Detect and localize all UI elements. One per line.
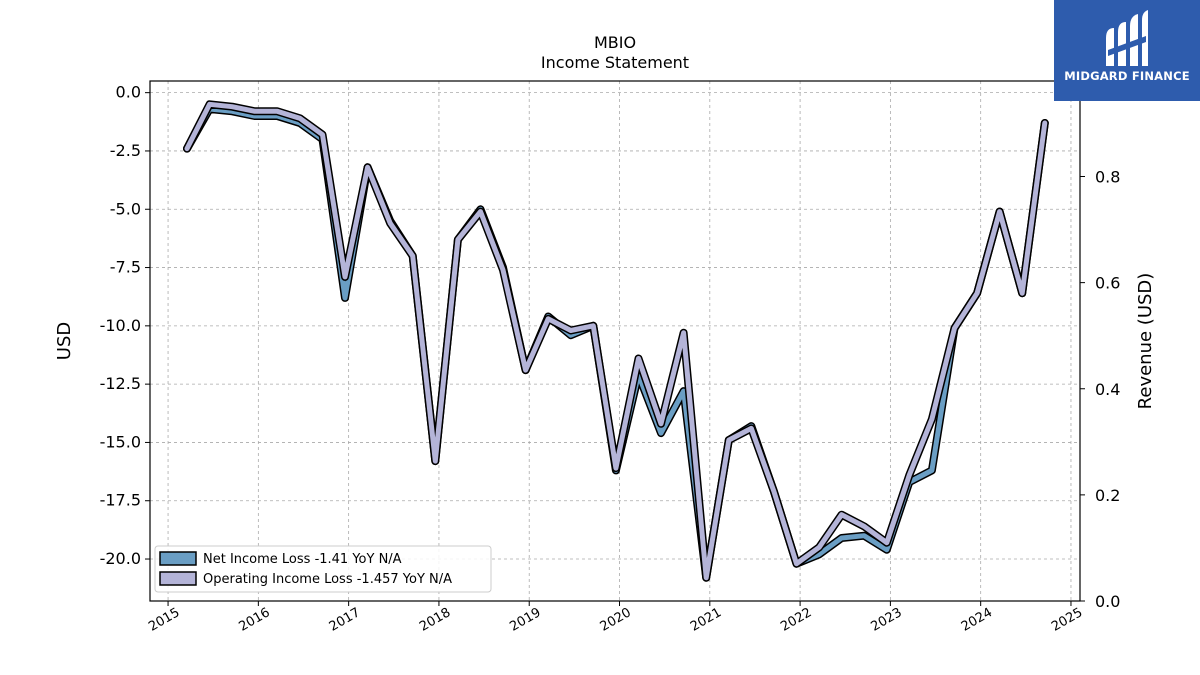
legend-box (154, 545, 492, 593)
midgard-finance-logo: MIDGARD FINANCE (1054, 0, 1200, 101)
legend-swatch-operating-income (159, 571, 197, 586)
logo-text: MIDGARD FINANCE (1064, 69, 1190, 83)
chart-subtitle: Income Statement (541, 53, 689, 72)
y-tick-label: -20.0 (100, 549, 141, 568)
x-tick-label: 2016 (237, 605, 273, 635)
y-tick-label: -15.0 (100, 432, 141, 451)
y-axis: 0.0 -2.5 -5.0 -7.5 -10.0 -12.5 -15.0 -17.5 -20.0 (100, 83, 150, 568)
y-tick-label: -17.5 (100, 491, 141, 510)
legend-swatch-net-income (159, 551, 197, 566)
series-line-operating-income-loss (184, 101, 1048, 581)
y2-tick-label: 0.6 (1095, 274, 1120, 293)
y2-axis-label: Revenue (USD) (1135, 273, 1156, 410)
series-outline-net-income-loss (183, 105, 1049, 582)
x-tick-label: 2015 (146, 605, 182, 635)
x-tick-label: 2017 (327, 605, 363, 635)
y2-axis: 0.0 0.2 0.4 0.6 0.8 (1080, 168, 1120, 611)
x-tick-label: 2023 (869, 605, 905, 635)
legend-label-operating-income: Operating Income Loss -1.457 YoY N/A (203, 572, 452, 587)
legend: Net Income Loss -1.41 YoY N/A Operating … (154, 545, 492, 593)
y-tick-label: -10.0 (100, 316, 141, 335)
y2-tick-label: 0.2 (1095, 486, 1120, 505)
x-tick-label: 2019 (507, 605, 543, 635)
y2-tick-label: 0.0 (1095, 592, 1120, 611)
series-outline-operating-income-loss (183, 100, 1049, 582)
x-tick-label: 2020 (598, 605, 634, 635)
x-tick-label: 2022 (778, 605, 814, 635)
series-lines (183, 100, 1049, 582)
y2-tick-label: 0.8 (1095, 168, 1120, 187)
logo-mark-icon (1106, 10, 1148, 66)
chart-title: MBIO (594, 33, 636, 52)
x-tick-label: 2018 (417, 605, 453, 635)
series-line-net-income-loss (184, 106, 1048, 581)
x-tick-label: 2024 (959, 605, 995, 635)
x-axis: 2015 2016 2017 2018 2019 2020 2021 2022 2023 2024… (146, 601, 1085, 635)
y-tick-label: 0.0 (116, 83, 141, 102)
y-tick-label: -12.5 (100, 374, 141, 393)
x-tick-label: 2025 (1049, 605, 1085, 635)
plot-frame (149, 80, 1081, 602)
y2-tick-label: 0.4 (1095, 380, 1120, 399)
y-axis-label: USD (54, 322, 75, 360)
y-tick-label: -5.0 (110, 199, 141, 218)
y-tick-label: -7.5 (110, 258, 141, 277)
grid (150, 81, 1080, 601)
y-tick-label: -2.5 (110, 141, 141, 160)
legend-label-net-income: Net Income Loss -1.41 YoY N/A (203, 552, 402, 567)
x-tick-label: 2021 (688, 605, 724, 635)
